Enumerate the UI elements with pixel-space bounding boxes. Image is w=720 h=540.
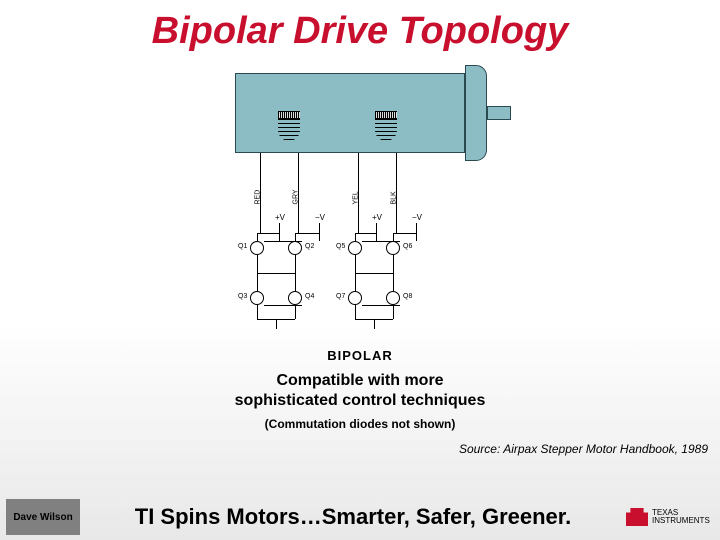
label-q4: Q4 (305, 293, 314, 300)
motor-endcap (465, 65, 487, 161)
label-q7: Q7 (336, 293, 345, 300)
transistor-q1 (250, 241, 264, 255)
ti-logo-text: TEXAS INSTRUMENTS (652, 509, 710, 525)
label-q2: Q2 (305, 243, 314, 250)
source-citation: Source: Airpax Stepper Motor Handbook, 1… (459, 442, 708, 456)
diagram-caption: BIPOLAR (180, 348, 540, 363)
rail-minusv-1: −V (315, 213, 325, 222)
author-name: Dave Wilson (6, 499, 80, 535)
label-q1: Q1 (238, 243, 247, 250)
footer-tagline: TI Spins Motors…Smarter, Safer, Greener. (80, 504, 626, 530)
transistor-q2 (288, 241, 302, 255)
ti-chip-icon (626, 508, 648, 526)
label-q5: Q5 (336, 243, 345, 250)
rail-plusv-1: +V (275, 213, 285, 222)
label-q3: Q3 (238, 293, 247, 300)
transistor-q3 (250, 291, 264, 305)
transistor-q6 (386, 241, 400, 255)
motor-body (235, 73, 465, 153)
label-q6: Q6 (403, 243, 412, 250)
subtitle-line2: sophisticated control techniques (235, 392, 486, 409)
subtitle: Compatible with more sophisticated contr… (0, 371, 720, 411)
ti-logo: TEXAS INSTRUMENTS (626, 501, 712, 533)
footer-bar: Dave Wilson TI Spins Motors…Smarter, Saf… (0, 494, 720, 540)
circuit-diagram: RED GRY YEL BLK +V −V +V −V Q1 Q2 Q5 Q6 … (180, 73, 540, 363)
logo-line2: INSTRUMENTS (652, 517, 710, 525)
subtitle-line1: Compatible with more (276, 372, 443, 389)
coil-1 (278, 111, 300, 141)
rail-minusv-2: −V (412, 213, 422, 222)
motor-shaft (487, 106, 511, 120)
transistor-q4 (288, 291, 302, 305)
lead-label-blk: BLK (391, 191, 398, 204)
coil-2 (375, 111, 397, 141)
lead-label-gry: GRY (293, 189, 300, 204)
note-commutation: (Commutation diodes not shown) (0, 417, 720, 431)
transistor-q8 (386, 291, 400, 305)
transistor-q7 (348, 291, 362, 305)
transistor-q5 (348, 241, 362, 255)
page-title: Bipolar Drive Topology (0, 0, 720, 53)
label-q8: Q8 (403, 293, 412, 300)
lead-label-red: RED (255, 190, 262, 205)
lead-label-yel: YEL (353, 191, 360, 204)
rail-plusv-2: +V (372, 213, 382, 222)
